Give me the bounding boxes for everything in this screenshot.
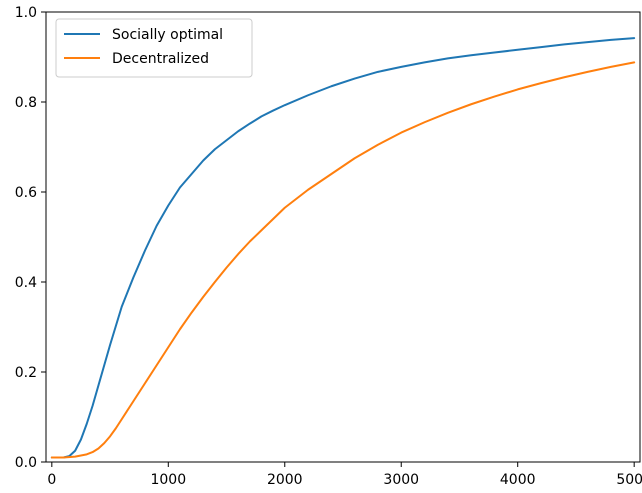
y-axis: 0.0 0.2 0.4 0.6 0.8 1.0 <box>15 5 46 471</box>
series-line-socially-optimal <box>50 37 636 459</box>
y-tick-label: 0.6 <box>15 185 37 201</box>
series-layer <box>50 37 636 459</box>
x-tick-label: 1000 <box>150 472 186 488</box>
x-tick-label: 2000 <box>267 472 303 488</box>
y-tick-label: 0.8 <box>15 95 37 111</box>
legend-label: Decentralized <box>112 51 209 67</box>
x-tick-label: 4000 <box>500 472 536 488</box>
y-tick-label: 0.4 <box>15 275 37 291</box>
y-tick-label: 0.0 <box>15 455 37 471</box>
plot-frame <box>45 11 641 463</box>
x-tick-label: 0 <box>47 472 56 488</box>
legend-box <box>55 18 253 78</box>
y-tick-label: 1.0 <box>15 5 37 21</box>
series-line-decentralized <box>50 61 636 459</box>
x-tick-label: 3000 <box>383 472 419 488</box>
legend-label: Socially optimal <box>112 27 223 43</box>
legend: Socially optimal Decentralized <box>55 18 253 78</box>
y-tick-label: 0.2 <box>15 365 37 381</box>
